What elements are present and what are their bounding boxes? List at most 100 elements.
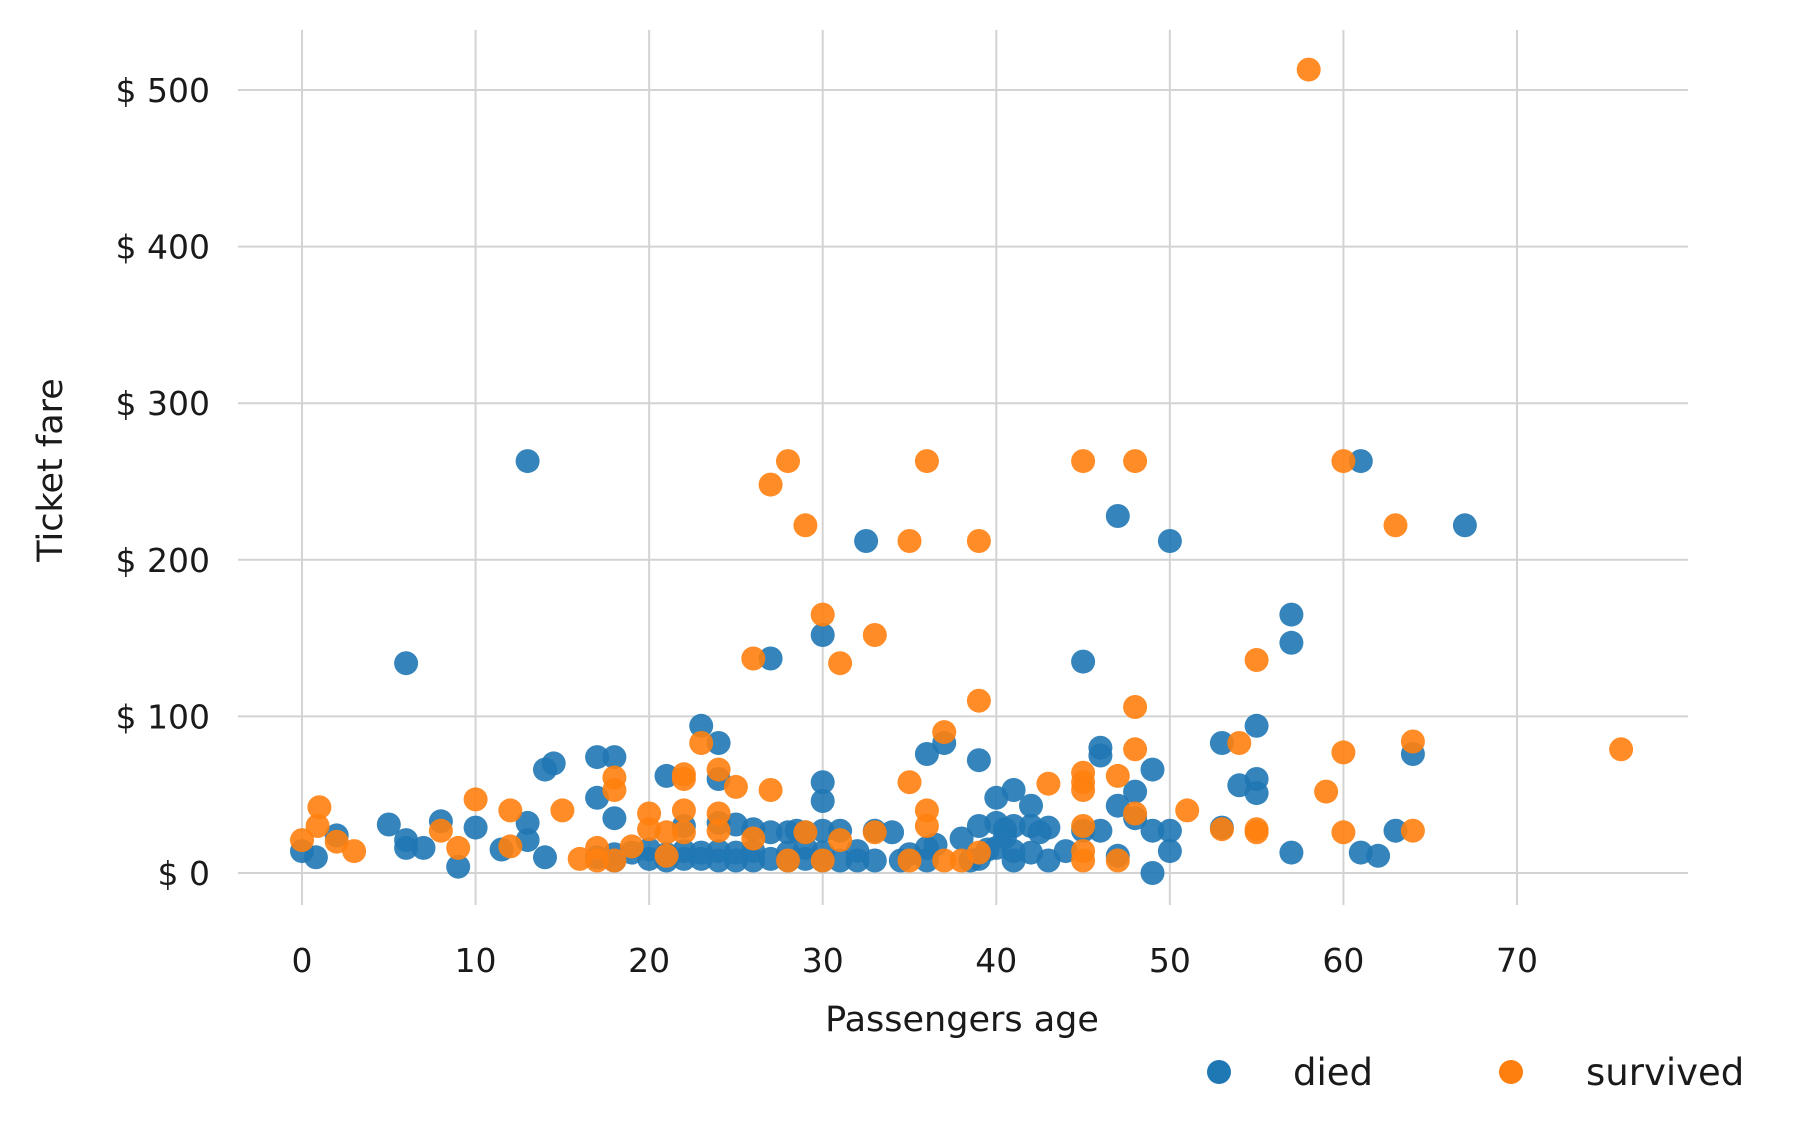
point-survived xyxy=(793,820,818,845)
point-survived xyxy=(307,795,332,820)
point-died xyxy=(1157,818,1182,843)
point-survived xyxy=(1123,449,1148,474)
point-died xyxy=(689,713,714,738)
point-survived xyxy=(585,848,610,873)
point-died xyxy=(1071,649,1096,674)
point-died xyxy=(741,848,766,873)
point-survived xyxy=(932,848,957,873)
grid xyxy=(238,30,1688,905)
point-survived xyxy=(1331,740,1356,765)
x-tick-label: 30 xyxy=(802,941,844,980)
point-survived xyxy=(758,472,783,497)
point-survived xyxy=(671,820,696,845)
point-survived xyxy=(1105,848,1130,873)
point-died xyxy=(1366,843,1391,868)
x-tick-label: 50 xyxy=(1149,941,1191,980)
point-survived xyxy=(776,449,800,474)
point-survived xyxy=(567,846,592,871)
point-survived xyxy=(862,820,887,845)
point-died xyxy=(966,748,991,773)
point-survived xyxy=(342,839,367,864)
point-died xyxy=(949,826,974,851)
x-tick-label: 0 xyxy=(292,941,313,980)
point-survived xyxy=(706,818,731,843)
point-died xyxy=(1452,513,1477,538)
point-died xyxy=(1157,529,1182,553)
point-survived xyxy=(1331,820,1356,845)
data-points xyxy=(290,57,1634,885)
point-died xyxy=(585,745,610,770)
point-survived xyxy=(810,848,835,873)
point-survived xyxy=(932,720,957,745)
point-died xyxy=(1209,731,1234,755)
point-died xyxy=(810,789,835,813)
point-died xyxy=(1001,778,1026,802)
point-died xyxy=(303,845,328,870)
y-axis-title: Ticket fare xyxy=(31,378,71,563)
point-died xyxy=(1348,449,1373,474)
point-survived xyxy=(1400,818,1425,843)
legend-label-died: died xyxy=(1293,1051,1373,1094)
x-tick-label: 60 xyxy=(1322,941,1364,980)
point-died xyxy=(1088,743,1113,768)
point-died xyxy=(602,806,627,831)
point-survived xyxy=(446,835,471,860)
y-axis-ticks: $ 0 $ 100 $ 200 $ 300 $ 400 $ 500 xyxy=(116,71,210,893)
point-died xyxy=(515,810,540,835)
point-survived xyxy=(1123,801,1148,826)
point-survived xyxy=(1244,820,1269,845)
point-died xyxy=(1001,814,1026,838)
point-survived xyxy=(706,757,731,782)
point-died xyxy=(1383,818,1408,843)
point-died xyxy=(758,646,783,671)
point-survived xyxy=(550,798,575,823)
point-died xyxy=(810,770,835,795)
point-survived xyxy=(914,449,939,474)
point-survived xyxy=(305,814,330,838)
point-died xyxy=(1140,757,1165,782)
point-died xyxy=(810,623,835,647)
point-died xyxy=(1123,779,1148,804)
x-tick-label: 20 xyxy=(628,941,670,980)
point-survived xyxy=(498,834,523,859)
x-axis-ticks: 0 10 20 30 40 50 60 70 xyxy=(292,941,1539,980)
point-survived xyxy=(654,820,679,845)
point-survived xyxy=(654,843,679,868)
point-died xyxy=(1279,630,1304,655)
point-survived xyxy=(602,778,627,802)
point-died xyxy=(541,751,566,776)
point-survived xyxy=(1123,695,1148,719)
point-survived xyxy=(602,848,627,873)
point-died xyxy=(1140,818,1165,843)
legend-marker-survived xyxy=(1499,1060,1523,1084)
point-died xyxy=(1019,793,1043,818)
point-survived xyxy=(290,828,314,853)
x-tick-label: 70 xyxy=(1496,941,1538,980)
point-survived xyxy=(463,787,488,812)
point-survived xyxy=(1227,731,1252,755)
point-survived xyxy=(897,770,922,795)
point-survived xyxy=(966,840,991,865)
point-died xyxy=(1279,602,1304,627)
point-survived xyxy=(1123,737,1148,762)
point-survived xyxy=(793,513,818,538)
point-survived xyxy=(619,834,644,859)
point-survived xyxy=(1036,771,1061,796)
point-survived xyxy=(1296,57,1321,82)
point-died xyxy=(854,529,879,553)
point-survived xyxy=(897,848,922,873)
point-died xyxy=(862,848,887,873)
point-survived xyxy=(1175,798,1200,823)
point-died xyxy=(394,835,419,860)
point-survived xyxy=(1209,817,1234,842)
point-died xyxy=(394,651,419,676)
legend-label-survived: survived xyxy=(1586,1051,1744,1094)
y-tick-label: $ 0 xyxy=(158,854,210,893)
point-died xyxy=(463,815,488,840)
point-survived xyxy=(862,623,887,647)
point-died xyxy=(880,820,905,845)
point-survived xyxy=(776,848,800,873)
point-died xyxy=(1244,713,1269,738)
point-survived xyxy=(706,801,731,826)
